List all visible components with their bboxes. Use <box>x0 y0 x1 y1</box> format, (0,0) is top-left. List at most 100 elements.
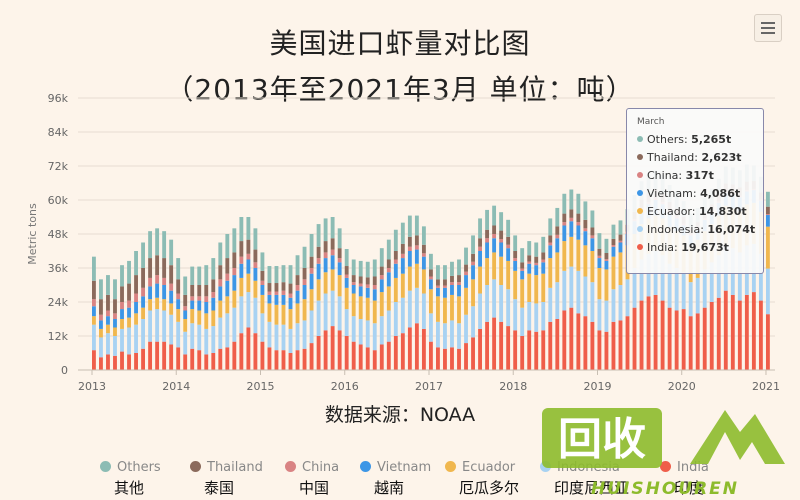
bar-segment-china <box>414 245 419 250</box>
legend-item-vietnam[interactable]: Vietnam 越南 <box>360 460 431 498</box>
bar-segment-others <box>386 239 391 260</box>
x-tick-label: 2019 <box>583 380 611 393</box>
menu-icon[interactable] <box>754 14 782 42</box>
bar-segment-vietnam <box>372 289 377 301</box>
bar-segment-india <box>162 341 167 370</box>
bar-segment-ecuador <box>485 258 490 285</box>
bar-segment-ecuador <box>407 266 412 291</box>
bar-segment-thailand <box>534 256 539 263</box>
bar-segment-india <box>309 343 314 370</box>
bar-segment-thailand <box>323 241 328 253</box>
bar-segment-ecuador <box>337 275 342 297</box>
bar-segment-indonesia <box>372 323 377 351</box>
bar-segment-vietnam <box>295 290 300 304</box>
bar-segment-thailand <box>604 252 609 260</box>
bar-segment-others <box>351 259 356 276</box>
bar-segment-china <box>232 268 237 276</box>
bar-segment-ecuador <box>576 239 581 271</box>
bar-segment-ecuador <box>239 277 244 297</box>
bar-segment-ecuador <box>211 310 216 327</box>
bar-segment-thailand <box>344 266 349 275</box>
bar-segment-others <box>253 228 258 250</box>
bar-segment-ecuador <box>597 268 602 300</box>
bar-segment-india <box>653 294 658 370</box>
bar-segment-others <box>506 219 511 237</box>
bar-segment-others <box>407 215 412 237</box>
y-tick-label: 36k <box>48 262 69 275</box>
bar-segment-china <box>267 291 272 295</box>
tooltip: March Others: 5,265t Thailand: 2,623t Chin… <box>626 108 764 274</box>
legend-item-others[interactable]: Others 其他 <box>100 460 161 498</box>
bar-segment-others <box>492 205 497 226</box>
bar-segment-india <box>141 348 145 370</box>
bar-segment-india <box>716 297 721 370</box>
bar-segment-ecuador <box>428 289 433 314</box>
legend-dot-icon <box>660 461 671 472</box>
bar-segment-ecuador <box>492 252 497 280</box>
bar-segment-ecuador <box>113 327 117 336</box>
bar-segment-vietnam <box>113 319 117 328</box>
bar-segment-thailand <box>562 213 567 223</box>
bar-segment-china <box>562 222 567 226</box>
bar-segment-india <box>611 321 616 370</box>
bar-segment-china <box>148 277 153 287</box>
bar-segment-india <box>386 341 391 370</box>
bar-segment-vietnam <box>618 242 623 253</box>
bar-segment-indonesia <box>604 300 609 332</box>
bar-segment-thailand <box>379 266 384 276</box>
legend-item-thailand[interactable]: Thailand 泰国 <box>190 460 263 498</box>
bar-segment-indonesia <box>492 279 497 318</box>
bar-segment-thailand <box>253 249 258 263</box>
bar-segment-india <box>344 336 349 370</box>
bar-segment-others <box>569 189 574 210</box>
legend-item-china[interactable]: China 中国 <box>285 460 339 498</box>
bar-segment-thailand <box>99 299 103 315</box>
bar-segment-vietnam <box>316 263 321 280</box>
bar-segment-china <box>176 293 181 300</box>
bar-segment-china <box>183 306 188 311</box>
bar-segment-india <box>562 310 567 370</box>
bar-segment-china <box>471 261 475 266</box>
bar-segment-others <box>232 228 237 253</box>
bar-segment-china <box>288 293 293 298</box>
bar-segment-ecuador <box>344 287 349 310</box>
bar-segment-china <box>260 280 265 285</box>
bar-segment-vietnam <box>253 268 258 281</box>
bar-segment-ecuador <box>225 296 230 314</box>
bar-segment-vietnam <box>288 297 293 310</box>
bar-segment-ecuador <box>478 266 482 294</box>
bar-segment-thailand <box>330 238 335 250</box>
bar-segment-others <box>443 265 447 280</box>
bar-segment-vietnam <box>211 297 216 311</box>
bar-segment-others <box>204 265 209 285</box>
bar-segment-indonesia <box>197 324 202 351</box>
bar-segment-indonesia <box>365 320 370 348</box>
bar-segment-china <box>239 256 244 264</box>
bar-segment-others <box>134 251 138 276</box>
bar-segment-india <box>478 328 482 370</box>
tooltip-dot-icon <box>637 226 643 232</box>
bar-segment-thailand <box>134 275 138 294</box>
bar-segment-china <box>302 279 307 285</box>
bar-segment-china <box>99 314 103 321</box>
bar-segment-thailand <box>569 209 574 218</box>
bar-segment-china <box>379 275 384 280</box>
bar-segment-indonesia <box>625 279 630 317</box>
bar-segment-indonesia <box>302 320 307 349</box>
bar-segment-china <box>386 268 391 273</box>
bar-segment-ecuador <box>295 303 300 324</box>
bar-segment-thailand <box>548 235 553 243</box>
bar-segment-others <box>211 258 216 280</box>
bar-segment-india <box>92 350 96 370</box>
bar-segment-ecuador <box>267 303 272 322</box>
bar-segment-vietnam <box>351 285 356 294</box>
bar-segment-china <box>428 276 433 280</box>
bar-segment-vietnam <box>576 225 581 240</box>
bar-segment-ecuador <box>611 256 616 290</box>
bar-segment-india <box>660 300 665 370</box>
legend-item-ecuador[interactable]: Ecuador 厄瓜多尔 <box>445 460 519 498</box>
bar-segment-india <box>218 348 223 370</box>
bar-segment-others <box>99 279 103 300</box>
bar-segment-ecuador <box>562 241 567 271</box>
bar-segment-india <box>457 348 461 370</box>
